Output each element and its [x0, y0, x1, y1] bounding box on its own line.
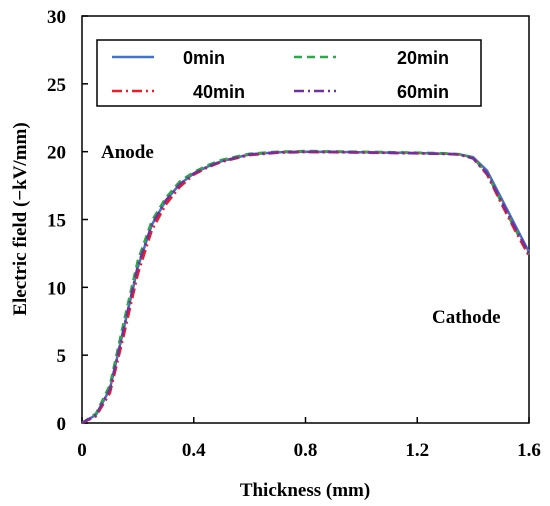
series-line-0min — [81, 150, 531, 425]
x-axis-title: Thickness (mm) — [240, 480, 370, 501]
y-tick-label: 25 — [47, 75, 66, 96]
x-axis: 0 0.4 0.8 1.2 1.6 — [77, 417, 541, 461]
anode-label: Anode — [101, 142, 154, 163]
legend: 0min 20min 40min 60min — [96, 39, 482, 107]
series-lines — [81, 149, 531, 425]
x-tick-label: 0 — [77, 440, 87, 461]
series-line-60min — [81, 150, 531, 425]
y-tick-label: 30 — [47, 7, 66, 28]
y-axis-title: Electric field (−kV/mm) — [10, 122, 31, 315]
x-tick-label: 0.8 — [294, 440, 318, 461]
y-tick-label: 5 — [57, 346, 67, 367]
x-tick-label: 0.4 — [182, 440, 206, 461]
legend-label-0min: 0min — [183, 48, 225, 68]
y-axis: 0 5 10 15 20 25 30 — [47, 7, 88, 435]
x-tick-label: 1.2 — [405, 440, 429, 461]
legend-label-60min: 60min — [397, 82, 449, 102]
y-tick-label: 10 — [47, 278, 66, 299]
legend-label-20min: 20min — [397, 48, 449, 68]
series-line-20min — [81, 149, 531, 425]
legend-box — [96, 39, 482, 107]
series-line-40min — [81, 150, 531, 425]
y-tick-label: 20 — [47, 143, 66, 164]
y-tick-label: 0 — [57, 414, 67, 435]
cathode-label: Cathode — [432, 307, 501, 328]
y-tick-label: 15 — [47, 211, 66, 232]
x-tick-label: 1.6 — [517, 440, 541, 461]
legend-label-40min: 40min — [193, 82, 245, 102]
